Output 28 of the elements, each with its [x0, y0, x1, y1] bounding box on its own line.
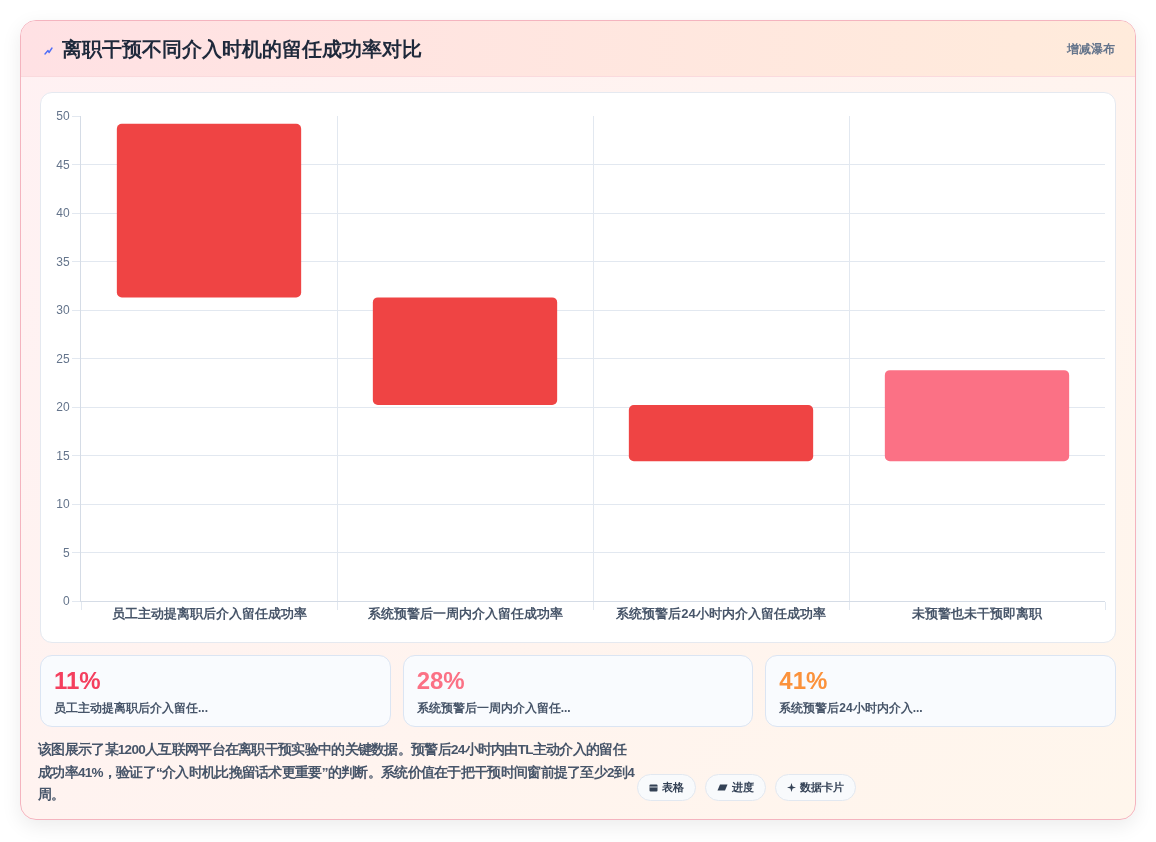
toggle-button: 表格 [637, 774, 696, 801]
y-tick-label: 25 [56, 351, 70, 366]
x-tick-label: 系统预警后一周内介入留任成功率 [366, 605, 563, 621]
chart-title: 离职干预不同介入时机的留任成功率对比 [62, 37, 422, 62]
text: 该图展示了某1200人互联网平台在离职干预实验中的关键数据。预警后24小时内由TL主动介入的留任成功率41%，验证了“介入时机比挽留话术更重要”的判断。系统价值在于把干预时间窗前提了至少2到4周。 [38, 741, 634, 804]
y-tick-label: 35 [56, 254, 70, 269]
x-tick-label: 系统预警后24小时内介入留任成功率 [615, 605, 826, 621]
x-tick-label: 员工主动提离职后介入留任成功率 [111, 605, 307, 621]
bar [628, 405, 814, 462]
toggle-button: 进度 [705, 774, 766, 801]
y-tick-label: 50 [56, 109, 70, 124]
y-tick-label: 10 [56, 497, 70, 512]
x-tick-label: 未预警也未干预即离职 [911, 605, 1043, 621]
y-tick-label: 40 [56, 206, 70, 221]
y-tick-label: 45 [56, 157, 70, 172]
bar [116, 123, 302, 298]
y-tick-label: 30 [56, 303, 70, 318]
stat-card: 11% 员工主动提离职后介入留任... [40, 655, 391, 727]
y-tick-label: 0 [62, 594, 70, 609]
bar [884, 370, 1070, 462]
y-tick-label: 20 [56, 400, 70, 415]
y-tick-label: 5 [62, 545, 70, 560]
toggle-button: 数据卡片 [775, 774, 856, 801]
text: 增减瀑布 [1067, 41, 1115, 58]
stat-card: 28% 系统预警后一周内介入留任... [402, 655, 754, 727]
stat-card: 41% 系统预警后24小时内介入... [765, 655, 1116, 727]
y-tick-label: 15 [56, 448, 70, 463]
bar [372, 297, 558, 406]
